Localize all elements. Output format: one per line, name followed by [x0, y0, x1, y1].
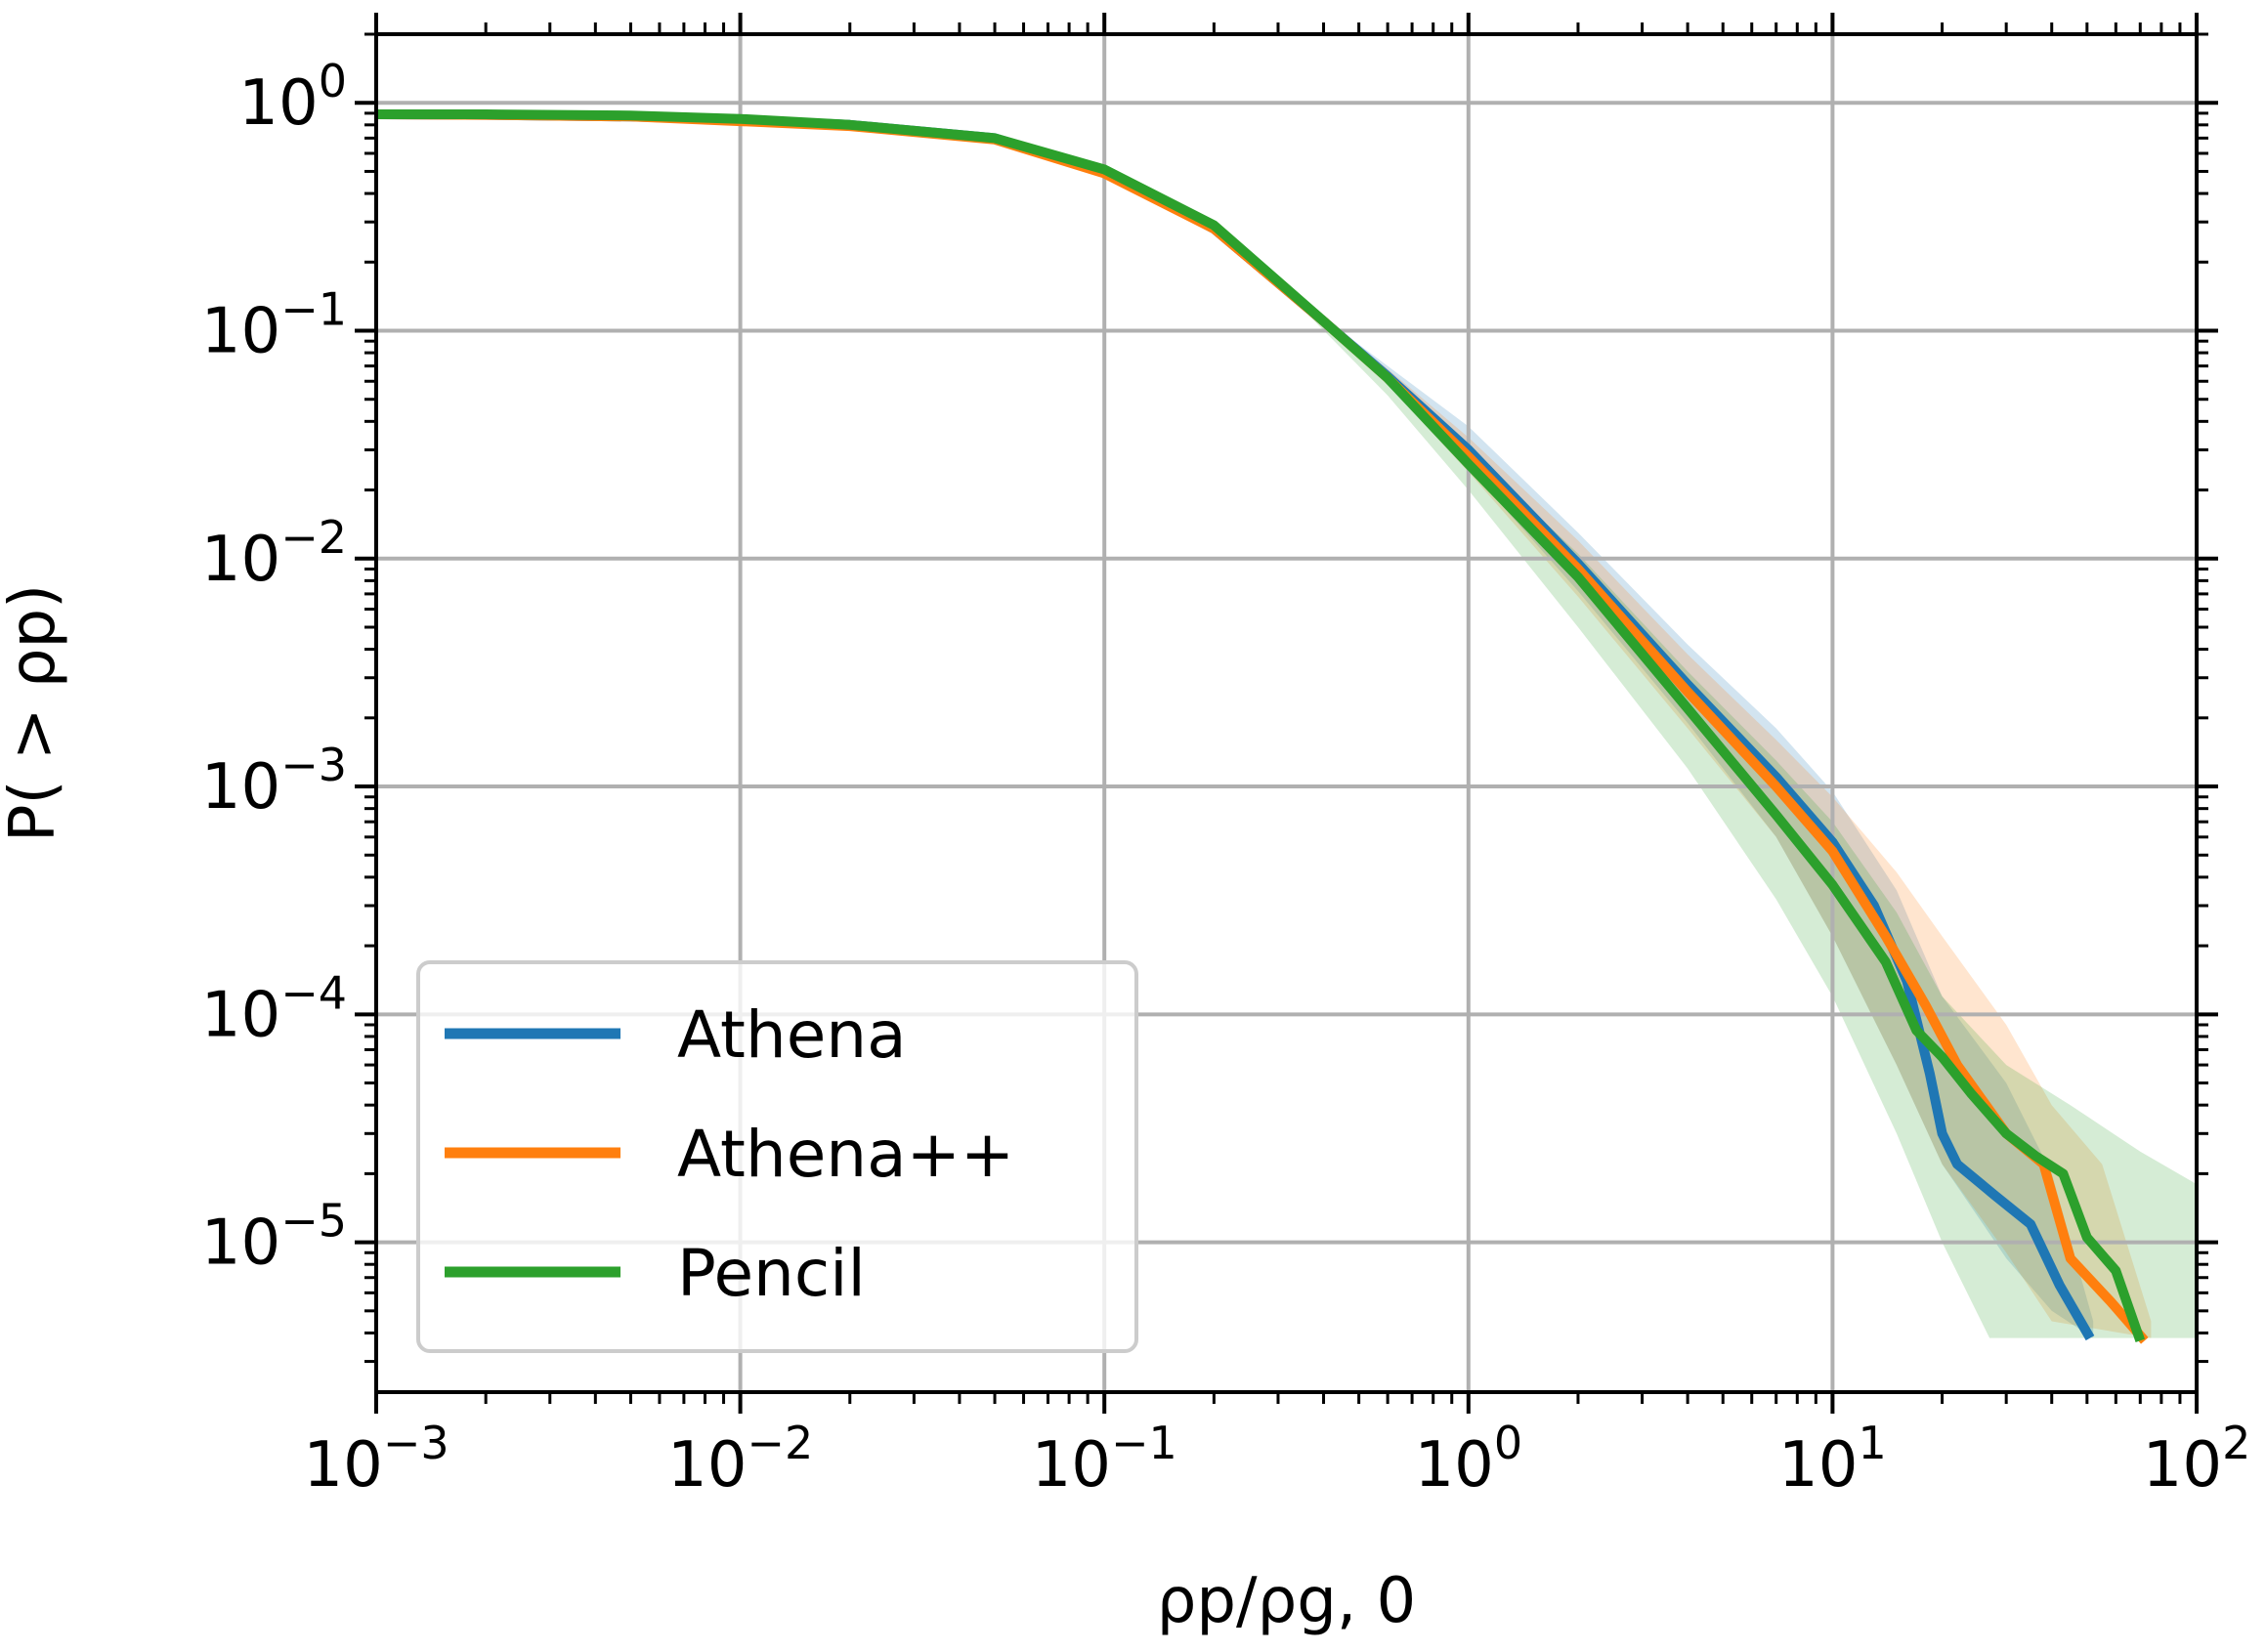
axis-ticks [355, 13, 2218, 1414]
grid-lines [374, 34, 2199, 1392]
band-pencil [1278, 283, 2197, 1338]
legend-label: Pencil [677, 1236, 866, 1311]
x-tick-label: 10−2 [667, 1417, 813, 1502]
legend-label: Athena [677, 997, 907, 1073]
y-tick-label: 100 [238, 55, 347, 140]
x-tick-label: 10−3 [303, 1417, 449, 1502]
legend-box [416, 960, 1138, 1353]
plot-frame [374, 32, 2199, 1394]
x-tick-label: 10−1 [1032, 1417, 1177, 1502]
y-tick-labels: 100 10−1 10−2 10−3 10−4 10−5 [201, 55, 347, 1279]
legend-label: Athena++ [677, 1117, 1014, 1192]
y-tick-label: 10−2 [201, 511, 347, 596]
y-tick-label: 10−5 [201, 1195, 347, 1280]
x-tick-label: 100 [1414, 1417, 1522, 1502]
uncertainty-bands [1278, 283, 2197, 1338]
series-lines [375, 109, 2149, 1344]
y-tick-label: 10−3 [201, 739, 347, 824]
x-axis-label: ρp/ρg, 0 [1157, 1565, 1416, 1637]
x-tick-labels: 10−3 10−2 10−1 100 101 102 [303, 1417, 2250, 1502]
series-line-pencil [376, 109, 2146, 1342]
band-athena [1278, 283, 2094, 1338]
x-tick-label: 102 [2143, 1417, 2251, 1502]
y-tick-label: 10−1 [201, 282, 347, 367]
y-axis-label: P( > ρp) [0, 584, 69, 842]
x-tick-label: 101 [1778, 1417, 1887, 1502]
y-tick-label: 10−4 [201, 966, 347, 1051]
legend: Athena Athena++ Pencil [416, 960, 1138, 1353]
